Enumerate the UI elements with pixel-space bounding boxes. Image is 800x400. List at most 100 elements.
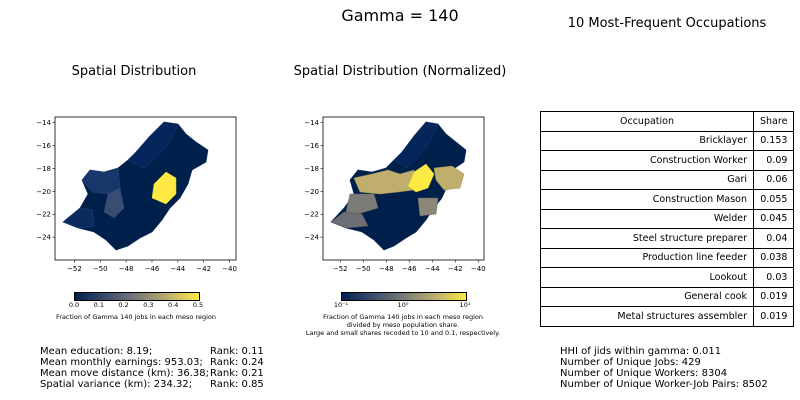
table-cell-share: 0.04 [752,228,795,249]
stats-unique-workers: Number of Unique Workers: 8304 [560,368,728,379]
stats-left-row: Mean move distance (km): 36.38; Rank: 0.2… [40,368,300,379]
map1-region-shape [62,121,209,251]
map1-colorbar-tick-label: 0.1 [93,301,104,309]
map1-region-west [81,167,121,195]
stats-left-label: Mean move distance (km): 36.38; [40,368,209,379]
table-row: Welder 0.045 [540,208,795,229]
table-row: General cook 0.019 [540,286,795,307]
map2-xtick-label: −46 [402,265,417,273]
map1-ytick-label: −22 [36,211,51,219]
map1-colorbar-tick-label: 0.0 [68,301,80,309]
map1-regions [62,121,209,251]
map2-ytick-label: −14 [304,119,319,127]
map2-xtick-label: −42 [448,265,463,273]
map1-title: Spatial Distribution [71,64,197,79]
map1-xticks: −52 −50 −48 −46 −44 −42 −40 [67,260,237,273]
stats-unique-pairs: Number of Unique Worker-Job Pairs: 8502 [560,379,768,390]
map2-region-tan-east [433,165,465,191]
stats-left-rank: Rank: 0.21 [210,368,264,379]
table-row: Construction Mason 0.055 [540,189,795,210]
stats-unique-jobs: Number of Unique Jobs: 429 [560,357,701,368]
map1-xtick-label: −50 [93,265,108,273]
table-cell-share: 0.153 [752,130,795,151]
map1-xtick-label: −52 [67,265,82,273]
map1-ytick-label: −20 [36,188,51,196]
table-row: Production line feeder 0.038 [540,247,795,268]
table-cell-occupation: Production line feeder [540,247,754,268]
table-cell-occupation: General cook [540,286,754,307]
table-cell-occupation: Welder [540,208,754,229]
map1-xtick-label: −46 [145,265,160,273]
table-row: Steel structure preparer 0.04 [540,228,795,249]
map2-regions [330,121,467,251]
table-header-share: Share [752,111,795,132]
table-cell-occupation: Bricklayer [540,130,754,151]
map2-title: Spatial Distribution (Normalized) [293,64,507,79]
table-row: Bricklayer 0.153 [540,130,795,151]
map2-colorbar-tick-label: 10¹ [459,301,471,309]
table-cell-occupation: Gari [540,169,754,190]
stats-left-label: Mean education: 8.19; [40,346,153,357]
stats-left-rank: Rank: 0.11 [210,346,264,357]
stats-left-label: Spatial variance (km): 234.32; [40,379,193,390]
map1-colorbar-tick-label: 0.3 [143,301,154,309]
table-cell-occupation: Construction Mason [540,189,754,210]
map1-colorbar [74,292,200,301]
map1-ytick-label: −14 [36,119,51,127]
map2-colorbar-label-line2: divided by meso population share. [346,321,460,329]
map1-colorbar-tick-label: 0.4 [168,301,179,309]
stats-left: Mean education: 8.19; Rank: 0.11 Mean mont… [40,346,300,390]
stats-left-row: Mean monthly earnings: 953.03; Rank: 0.24 [40,357,300,368]
table-header-occupation: Occupation [540,111,754,132]
table-cell-share: 0.045 [752,208,795,229]
stats-left-rank: Rank: 0.85 [210,379,264,390]
map2-colorbar [341,292,467,301]
table-cell-share: 0.038 [752,247,795,268]
map2-region-yellow [407,163,435,193]
map1-xtick-label: −40 [222,265,237,273]
map1-yticks: −14 −16 −18 −20 −22 −24 [36,119,55,242]
map1-colorbar-label: Fraction of Gamma 140 jobs in each meso … [56,313,216,321]
table-row: Gari 0.06 [540,169,795,190]
map2-region-north [393,121,439,169]
map2-xtick-label: −50 [356,265,371,273]
map1-plot: −14 −16 −18 −20 −22 −24 −52 −50 −48 −46 −44 −42 −40 [36,116,237,273]
table-title: 10 Most-Frequent Occupations [567,16,767,31]
stats-left-label: Mean monthly earnings: 953.03; [40,357,203,368]
table-cell-share: 0.019 [752,286,795,307]
map2-colorbar-tick-label: 10⁻¹ [333,301,349,309]
map2-colorbar-label-line1: Fraction of Gamma 140 jobs in each meso … [323,313,483,321]
table-cell-share: 0.06 [752,169,795,190]
map2-colorbar-tick-label: 10⁰ [397,301,409,309]
map2-xtick-label: −44 [425,265,440,273]
map1-ytick-label: −16 [36,142,51,150]
map2-ytick-label: −20 [304,188,319,196]
map1-axes-frame [54,116,237,261]
map1-xtick-label: −48 [119,265,134,273]
table-cell-occupation: Lookout [540,267,754,288]
map1-ytick-label: −18 [36,165,51,173]
map2-yticks: −14 −16 −18 −20 −22 −24 [304,119,323,242]
map2-ytick-label: −24 [304,234,319,242]
stats-right: HHI of jids within gamma: 0.011 Number o… [560,346,790,390]
map1-region-sw [62,207,95,229]
map1-xtick-label: −42 [196,265,211,273]
table-cell-share: 0.055 [752,189,795,210]
map2-plot: −14 −16 −18 −20 −22 −24 −52 −50 −48 −46 −44 −42 −40 [304,116,486,273]
stats-left-row: Mean education: 8.19; Rank: 0.11 [40,346,300,357]
table-row: Lookout 0.03 [540,267,795,288]
table-row: Metal structures assembler 0.019 [540,306,795,327]
map2-ytick-label: −16 [304,142,319,150]
map1-region-mid [103,187,125,219]
map1-colorbar-ticks: 0.0 0.1 0.2 0.3 0.4 0.5 [69,300,203,312]
table-cell-occupation: Steel structure preparer [540,228,754,249]
map2-xtick-label: −40 [471,265,486,273]
stats-left-row: Spatial variance (km): 234.32; Rank: 0.85 [40,379,300,390]
stats-left-rank: Rank: 0.24 [210,357,264,368]
table-body: Bricklayer 0.153 Construction Worker 0.09 Ga… [540,130,795,327]
map2-region-sw [330,211,369,229]
map2-xticks: −52 −50 −48 −46 −44 −42 −40 [333,260,486,273]
map1-colorbar-tick-label: 0.2 [118,301,129,309]
map2-colorbar-ticks: 10⁻¹ 10⁰ 10¹ [334,300,471,312]
map2-colorbar-label-line3: Large and small shares recoded to 10 and… [305,329,501,337]
